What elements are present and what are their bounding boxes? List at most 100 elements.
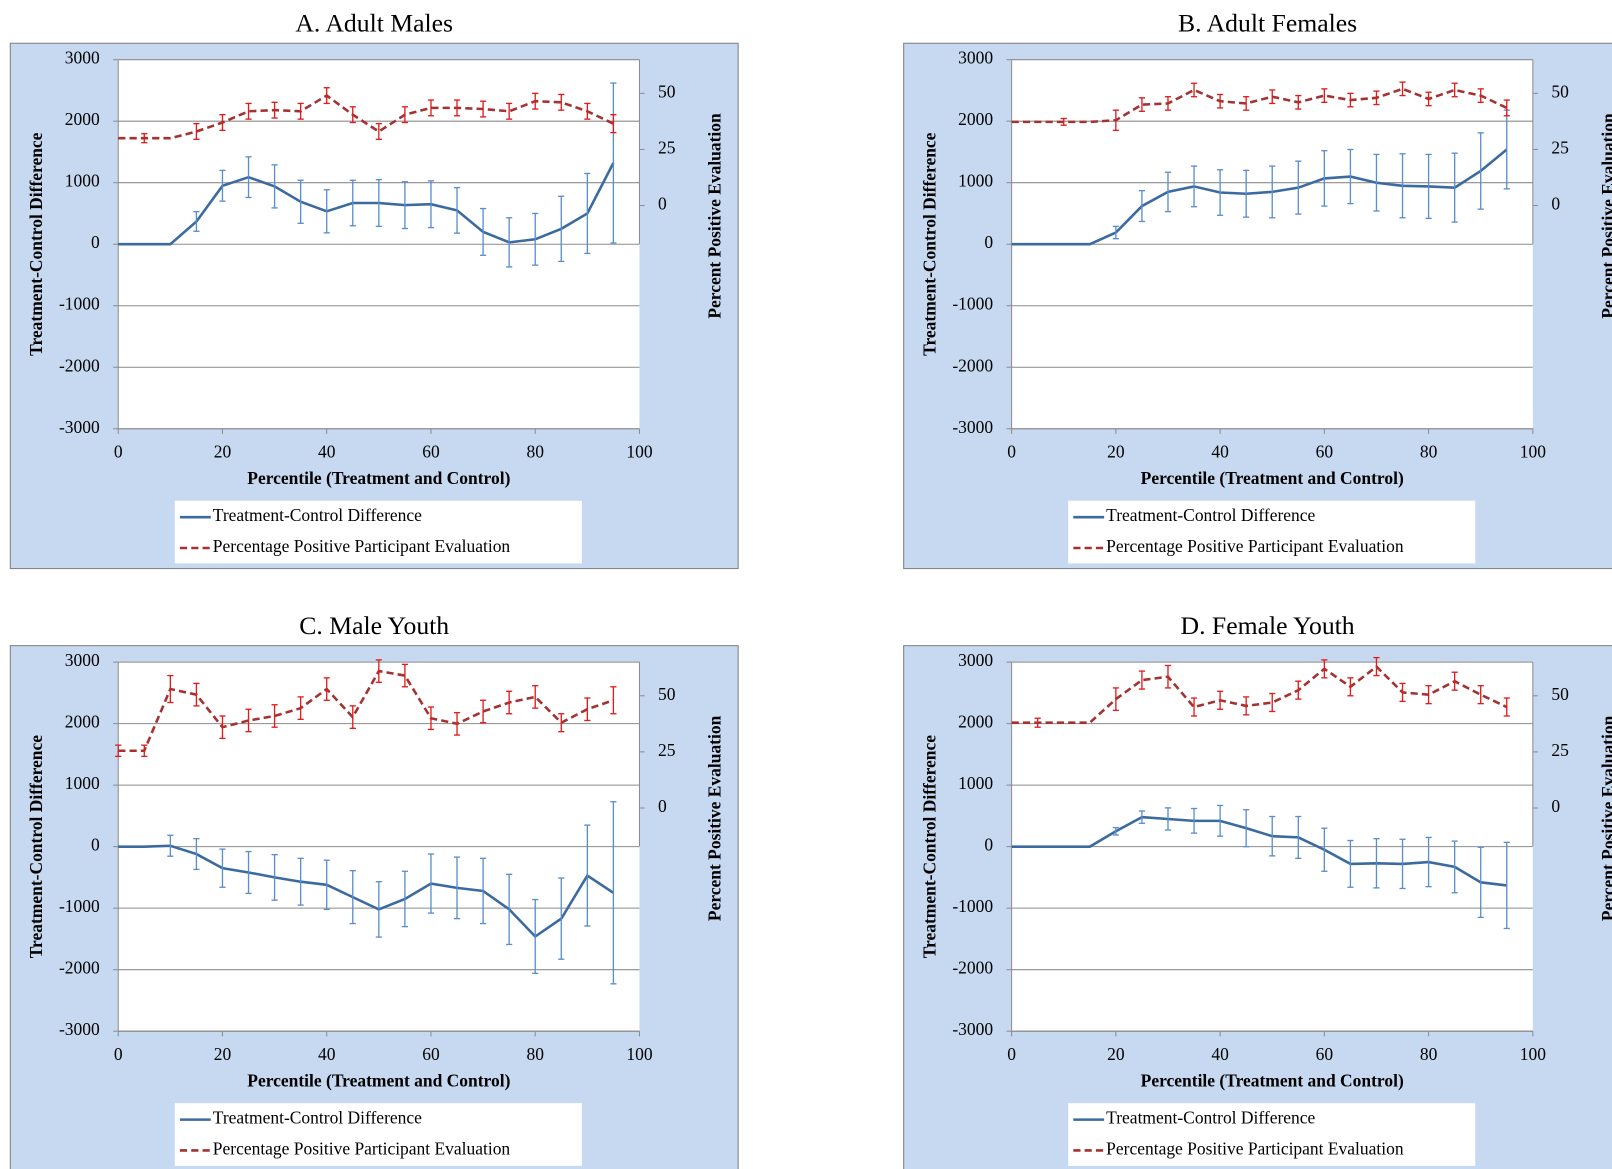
y2-tick-label: 25 bbox=[658, 740, 676, 760]
error-bar bbox=[610, 113, 617, 134]
y2-axis-label: Percent Positive Evaluation bbox=[1598, 113, 1612, 319]
error-bar bbox=[401, 106, 408, 124]
legend-box bbox=[174, 1103, 582, 1166]
y-tick-label: -2000 bbox=[952, 355, 993, 375]
error-bar bbox=[141, 744, 148, 758]
error-bar bbox=[271, 853, 278, 901]
error-bar bbox=[427, 99, 435, 117]
error-bar bbox=[1477, 685, 1484, 705]
x-tick-label: 100 bbox=[626, 1044, 652, 1064]
y-tick-label: 0 bbox=[91, 835, 100, 855]
error-bar bbox=[193, 682, 200, 707]
error-bar bbox=[1243, 809, 1250, 848]
error-bar bbox=[480, 857, 487, 925]
y-tick-label: 2000 bbox=[65, 109, 100, 129]
error-bar bbox=[1217, 169, 1224, 216]
x-tick-label: 60 bbox=[422, 1044, 440, 1064]
y-tick-label: 1000 bbox=[65, 171, 100, 191]
error-bar bbox=[427, 853, 435, 914]
error-bar bbox=[1399, 838, 1406, 890]
error-bar bbox=[297, 857, 304, 906]
y2-tick-label: 50 bbox=[1551, 81, 1569, 101]
chart-panel: A. Adult Males-3000-2000-100001000200030… bbox=[9, 9, 739, 570]
y-tick-label: -1000 bbox=[952, 896, 993, 916]
error-bar bbox=[1321, 659, 1328, 679]
error-bar bbox=[297, 696, 304, 721]
x-axis-label: Percentile (Treatment and Control) bbox=[247, 468, 510, 488]
series-line bbox=[1011, 148, 1508, 246]
error-bar bbox=[1503, 841, 1510, 930]
error-bar bbox=[219, 169, 226, 202]
y-tick-label: -3000 bbox=[59, 1019, 100, 1039]
legend-box bbox=[1068, 500, 1476, 564]
x-axis-label: Percentile (Treatment and Control) bbox=[1141, 1071, 1404, 1091]
error-bar bbox=[1190, 807, 1198, 834]
legend-label: Treatment-Control Difference bbox=[1106, 1108, 1315, 1128]
error-bar bbox=[1243, 169, 1250, 218]
error-bar bbox=[480, 100, 487, 118]
y-tick-label: -3000 bbox=[952, 1019, 993, 1039]
x-tick-label: 80 bbox=[526, 441, 544, 461]
error-bar bbox=[349, 106, 356, 124]
error-bar bbox=[245, 156, 252, 199]
series-line bbox=[118, 844, 615, 939]
error-bar bbox=[1034, 717, 1041, 728]
y2-tick-label: 25 bbox=[1551, 740, 1569, 760]
legend-label: Treatment-Control Difference bbox=[213, 1108, 422, 1128]
y-tick-label: -2000 bbox=[59, 355, 100, 375]
error-bar bbox=[1217, 690, 1224, 710]
series-line bbox=[118, 669, 614, 753]
y2-tick-label: 50 bbox=[1551, 684, 1569, 704]
error-bar bbox=[427, 180, 435, 229]
error-bar bbox=[1503, 99, 1510, 117]
error-bar bbox=[1243, 96, 1250, 111]
error-bar bbox=[506, 690, 513, 715]
error-bar bbox=[115, 744, 122, 758]
error-bar bbox=[323, 859, 330, 911]
x-tick-label: 60 bbox=[1316, 1044, 1334, 1064]
y2-tick-label: 0 bbox=[658, 796, 667, 816]
error-bar bbox=[245, 708, 252, 733]
error-bar bbox=[558, 713, 565, 733]
error-bar bbox=[401, 870, 408, 928]
y-tick-label: 2000 bbox=[958, 712, 993, 732]
y-tick-label: 3000 bbox=[65, 650, 100, 670]
y2-tick-label: 25 bbox=[658, 137, 676, 157]
chart-title: D. Female Youth bbox=[1181, 611, 1355, 640]
error-bar bbox=[1425, 685, 1432, 705]
error-bar bbox=[558, 877, 565, 960]
error-bar bbox=[1477, 132, 1484, 210]
legend-label: Percentage Positive Participant Evaluati… bbox=[213, 1138, 511, 1158]
x-tick-label: 40 bbox=[318, 441, 336, 461]
chart-title: A. Adult Males bbox=[295, 9, 453, 38]
error-bar bbox=[610, 686, 617, 715]
error-bar bbox=[1269, 165, 1276, 219]
error-bar bbox=[245, 102, 252, 120]
error-bar bbox=[532, 92, 539, 110]
error-bar bbox=[610, 801, 617, 985]
x-tick-label: 100 bbox=[626, 441, 652, 461]
x-tick-label: 20 bbox=[1107, 1044, 1125, 1064]
error-bar bbox=[1373, 153, 1380, 212]
error-bar bbox=[1269, 815, 1276, 857]
x-tick-label: 20 bbox=[214, 1044, 232, 1064]
error-bar bbox=[219, 113, 226, 132]
error-bar bbox=[349, 705, 356, 729]
error-bar bbox=[1217, 804, 1224, 837]
chart-title: B. Adult Females bbox=[1178, 9, 1357, 38]
error-bar bbox=[1399, 153, 1406, 219]
y2-axis-label: Percent Positive Evaluation bbox=[705, 715, 725, 921]
x-tick-label: 0 bbox=[1007, 1044, 1016, 1064]
error-bar bbox=[532, 898, 539, 975]
error-bar bbox=[271, 164, 278, 209]
error-bar bbox=[1451, 671, 1458, 691]
error-bar bbox=[1138, 670, 1146, 690]
y-axis-label: Treatment-Control Difference bbox=[26, 132, 46, 356]
legend-label: Treatment-Control Difference bbox=[1106, 505, 1315, 525]
error-bar bbox=[297, 102, 304, 120]
legend-label: Treatment-Control Difference bbox=[213, 505, 422, 525]
error-bar bbox=[480, 699, 487, 724]
error-bar bbox=[193, 210, 200, 232]
